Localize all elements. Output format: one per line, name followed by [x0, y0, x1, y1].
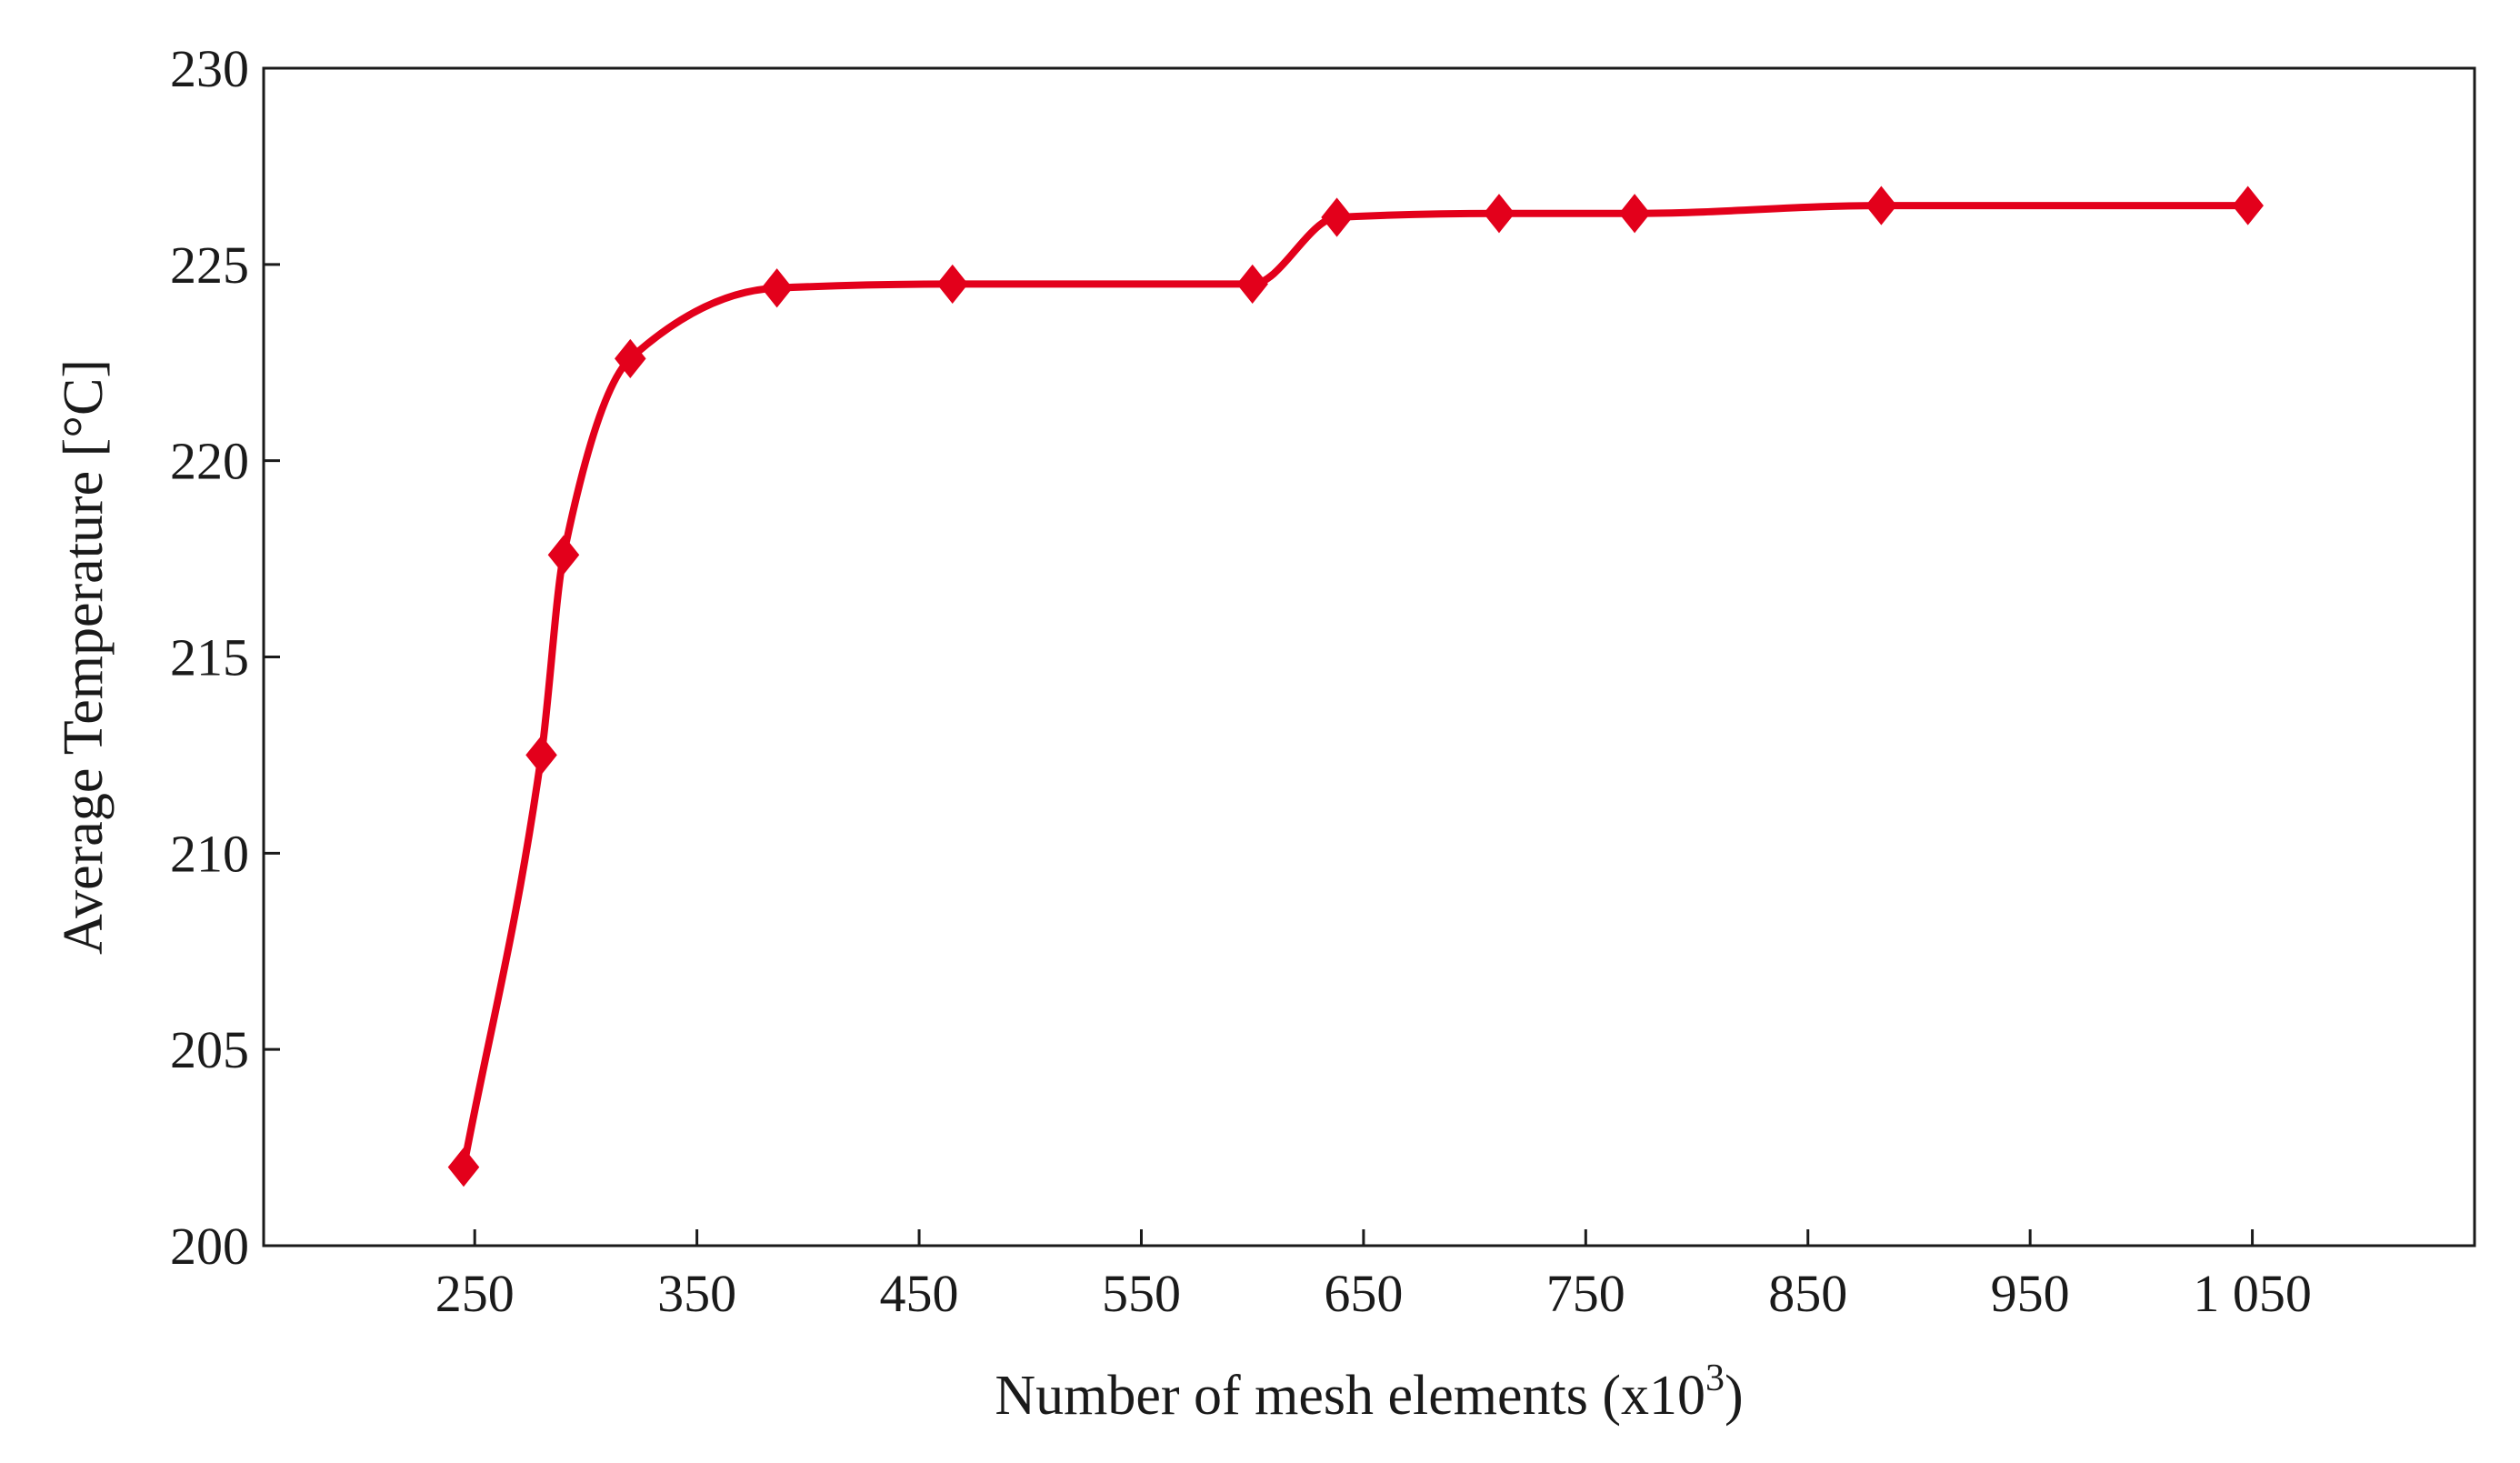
data-point-marker [761, 268, 793, 308]
y-tick-label: 215 [170, 628, 249, 687]
x-tick-label: 650 [1324, 1264, 1403, 1323]
data-point-marker [447, 1147, 480, 1187]
y-tick-label: 200 [170, 1217, 249, 1276]
y-tick-label: 225 [170, 235, 249, 295]
chart-axes [262, 66, 2476, 1248]
x-axis-title-suffix: ) [1725, 1365, 1744, 1427]
data-point-marker [615, 338, 646, 379]
data-point-marker [547, 535, 580, 575]
x-axis-ticks: 250 350 450 550 650 750 850 950 1 050 [435, 1229, 2312, 1323]
x-tick-label: 1 050 [2193, 1264, 2312, 1323]
x-tick-label: 250 [435, 1264, 515, 1323]
x-axis-title: Number of mesh elements (x103) [995, 1358, 1743, 1427]
x-tick-label: 350 [657, 1264, 736, 1323]
x-axis-title-superscript: 3 [1705, 1358, 1725, 1399]
plot-frame [262, 66, 2476, 1248]
series-line [459, 202, 2252, 1171]
data-point-marker [1618, 194, 1651, 234]
data-point-marker [1483, 194, 1515, 234]
x-axis-title-main: Number of mesh elements (x10 [995, 1365, 1705, 1427]
data-point-marker [2232, 185, 2264, 225]
y-axis-title: Average Temperature [°C] [53, 359, 115, 955]
x-tick-label: 950 [1991, 1264, 2070, 1323]
y-tick-label: 220 [170, 432, 249, 491]
data-point-marker [525, 735, 557, 776]
data-point-marker [936, 264, 968, 305]
y-tick-label: 205 [170, 1020, 249, 1079]
data-point-marker [1236, 264, 1268, 305]
x-tick-label: 750 [1546, 1264, 1625, 1323]
y-tick-label: 230 [170, 39, 249, 98]
x-tick-label: 550 [1102, 1264, 1181, 1323]
y-axis-ticks: 200 205 210 215 220 225 230 [170, 39, 280, 1276]
data-point-marker [1321, 197, 1353, 237]
x-tick-label: 850 [1768, 1264, 1847, 1323]
x-tick-label: 450 [880, 1264, 959, 1323]
y-tick-label: 210 [170, 824, 249, 883]
series-group [447, 185, 2264, 1187]
data-point-marker [1865, 185, 1897, 225]
